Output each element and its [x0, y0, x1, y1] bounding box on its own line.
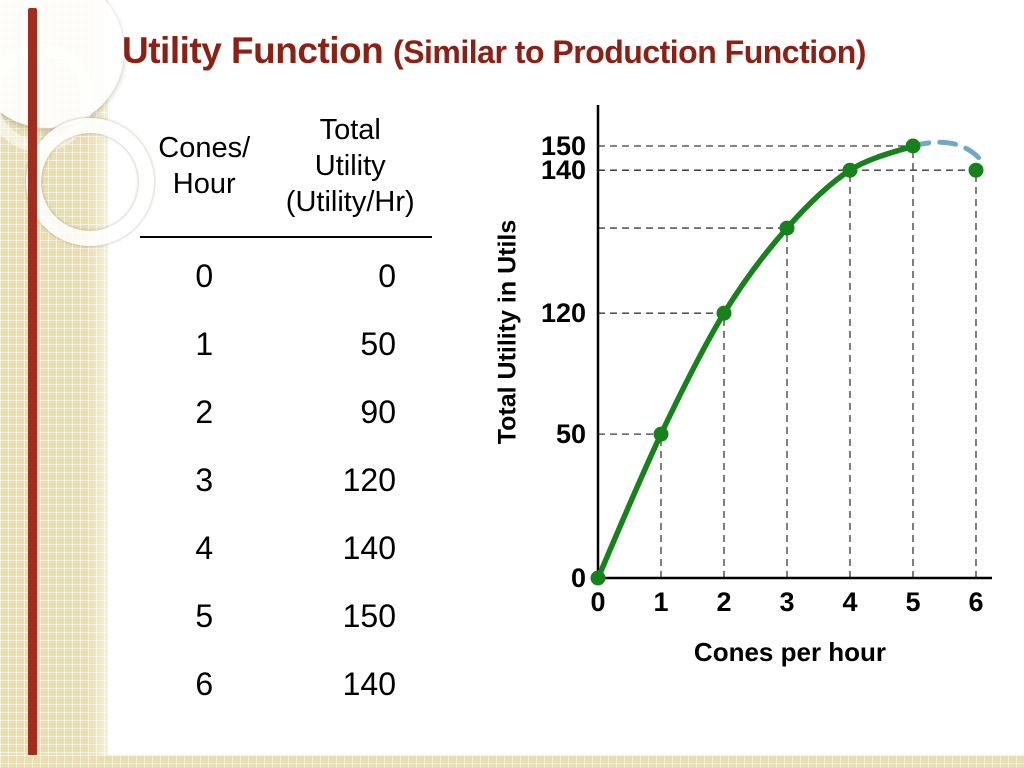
svg-text:0: 0: [571, 563, 586, 593]
y-axis-label: Total Utility in Utils: [493, 219, 522, 445]
x-axis-label: Cones per hour: [693, 637, 887, 667]
table-cell-total-utility: 140: [342, 529, 396, 566]
table-cell-total-utility: 90: [360, 393, 396, 430]
table-row: 3 120: [140, 446, 432, 514]
table-header-total-utility: Total Utility (Utility/Hr): [285, 113, 415, 219]
svg-text:150: 150: [541, 131, 586, 161]
decorative-ring-icon: [26, 118, 154, 246]
svg-text:3: 3: [779, 587, 794, 617]
table-row: 5 150: [140, 582, 432, 650]
table-cell-cones: 2: [195, 393, 214, 430]
table-cell-cones: 5: [195, 597, 214, 634]
table-cell-cones: 1: [195, 325, 214, 362]
svg-text:6: 6: [968, 587, 983, 617]
table-cell-total-utility: 140: [342, 665, 396, 702]
table-row: 1 50: [140, 310, 432, 378]
table-cell-cones: 0: [195, 257, 214, 294]
table-cell-total-utility: 150: [342, 597, 396, 634]
svg-text:1: 1: [653, 587, 668, 617]
svg-text:5: 5: [905, 587, 920, 617]
utility-chart: 150 140 120 50 0 0 1 2 3 4 5 6 Cones per hour: [530, 95, 1010, 705]
red-accent-bar: [28, 8, 37, 756]
table-header-row: Cones/ Hour Total Utility (Utility/Hr): [140, 100, 432, 232]
utility-table-rows: 0 0 1 50 2 90 3 120 4 140 5 150 6 140: [140, 242, 432, 718]
title-subtitle: (Similar to Production Function): [393, 34, 866, 70]
slide-title: Utility Function (Similar to Production …: [122, 30, 866, 72]
table-cell-cones: 6: [195, 665, 214, 702]
table-header-cones: Cones/ Hour: [158, 131, 251, 200]
svg-text:2: 2: [716, 587, 731, 617]
table-cell-total-utility: 50: [360, 325, 396, 362]
table-row: 6 140: [140, 650, 432, 718]
svg-text:120: 120: [541, 298, 586, 328]
bottom-border-strip: [0, 755, 1024, 768]
title-main: Utility Function: [122, 30, 384, 71]
table-cell-total-utility: 0: [378, 257, 396, 294]
table-cell-cones: 3: [195, 461, 214, 498]
svg-text:140: 140: [541, 155, 586, 185]
svg-text:50: 50: [556, 419, 586, 449]
table-cell-cones: 4: [195, 529, 214, 566]
table-cell-total-utility: 120: [342, 461, 396, 498]
table-row: 4 140: [140, 514, 432, 582]
left-decoration-panel: [0, 0, 154, 768]
utility-table: Cones/ Hour Total Utility (Utility/Hr) 0…: [140, 100, 432, 718]
svg-text:0: 0: [590, 587, 605, 617]
table-header-divider: [140, 236, 432, 238]
svg-text:4: 4: [842, 587, 857, 617]
table-row: 2 90: [140, 378, 432, 446]
